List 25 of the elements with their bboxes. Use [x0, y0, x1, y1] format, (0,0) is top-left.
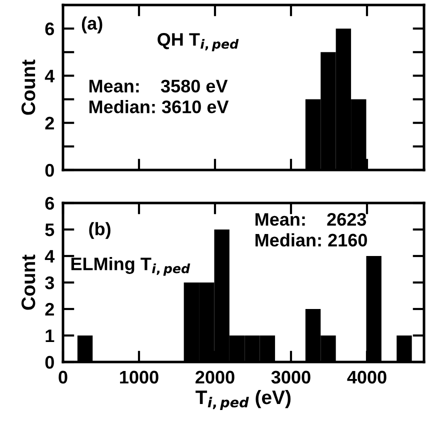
y-tick-label: 0 — [45, 356, 54, 369]
annotation: Mean: 3580 eV Median: 3610 eV — [89, 80, 229, 114]
y-axis-title: Count — [21, 254, 36, 310]
y-tick-label: 1 — [46, 330, 54, 342]
x-tick-label: 3000 — [271, 370, 310, 384]
x-tick-label: 1000 — [120, 370, 158, 384]
annotation: (b) — [89, 222, 110, 239]
x-tick-label: 0 — [58, 370, 68, 384]
annotation: QH T$_{i,ped}$ — [158, 33, 239, 52]
y-tick-label: 6 — [45, 196, 54, 210]
y-tick-label: 5 — [45, 224, 54, 236]
y-axis-title: Count — [21, 60, 36, 115]
y-tick-label: 0 — [45, 164, 54, 177]
y-tick-label: 6 — [45, 22, 54, 36]
x-axis-title: T$_{i,ped}$ (eV) — [196, 390, 291, 410]
y-tick-label: 3 — [45, 276, 54, 290]
annotation: Mean: 2623 Median: 2160 — [256, 213, 367, 247]
annotation: ELMing T$_{i,ped}$ — [71, 257, 190, 276]
y-tick-label: 2 — [45, 116, 54, 130]
x-tick-label: 4000 — [347, 370, 386, 384]
y-tick-label: 4 — [44, 70, 55, 82]
annotation: (a) — [82, 16, 102, 34]
y-tick-label: 2 — [45, 302, 54, 316]
y-tick-label: 4 — [44, 250, 55, 263]
x-tick-label: 2000 — [196, 370, 234, 384]
